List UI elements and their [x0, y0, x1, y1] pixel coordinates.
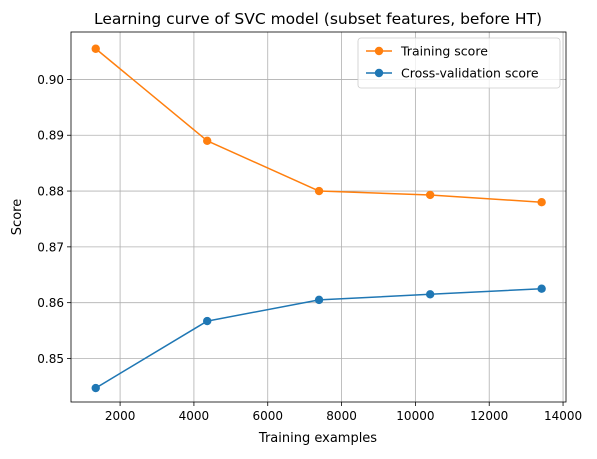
x-tick-label: 2000 [105, 409, 136, 423]
data-point-training-score [92, 45, 100, 53]
x-tick-label: 8000 [326, 409, 357, 423]
data-point-training-score [537, 198, 545, 206]
series-layer [92, 45, 546, 393]
x-tick-label: 4000 [179, 409, 210, 423]
y-axis-label: Score [10, 199, 25, 235]
x-tick-label: 12000 [470, 409, 508, 423]
data-point-cross-validation-score [92, 384, 100, 392]
legend-marker-training-score [375, 47, 383, 55]
y-tick-label: 0.85 [37, 352, 64, 366]
x-tick-label: 10000 [396, 409, 434, 423]
legend-marker-cross-validation-score [375, 69, 383, 77]
legend-label-cross-validation-score: Cross-validation score [401, 66, 539, 81]
legend-label-training-score: Training score [400, 44, 488, 59]
x-tick-label: 6000 [252, 409, 283, 423]
tick-layer: 2000 4000 6000 8000 10000 12000 14000 0.85 0.86 0… [37, 73, 582, 423]
y-tick-label: 0.88 [37, 185, 64, 199]
y-tick-label: 0.89 [37, 129, 64, 143]
data-point-training-score [315, 187, 323, 195]
chart-title: Learning curve of SVC model (subset feat… [94, 10, 542, 28]
y-tick-label: 0.87 [37, 240, 64, 254]
data-point-training-score [203, 137, 211, 145]
data-point-training-score [426, 191, 434, 199]
data-point-cross-validation-score [426, 290, 434, 298]
x-tick-label: 14000 [544, 409, 582, 423]
legend: Training score Cross-validation score [358, 38, 560, 88]
data-point-cross-validation-score [203, 317, 211, 325]
data-point-cross-validation-score [537, 285, 545, 293]
y-tick-label: 0.86 [37, 296, 64, 310]
data-point-cross-validation-score [315, 296, 323, 304]
y-tick-label: 0.90 [37, 73, 64, 87]
x-axis-label: Training examples [258, 431, 377, 446]
